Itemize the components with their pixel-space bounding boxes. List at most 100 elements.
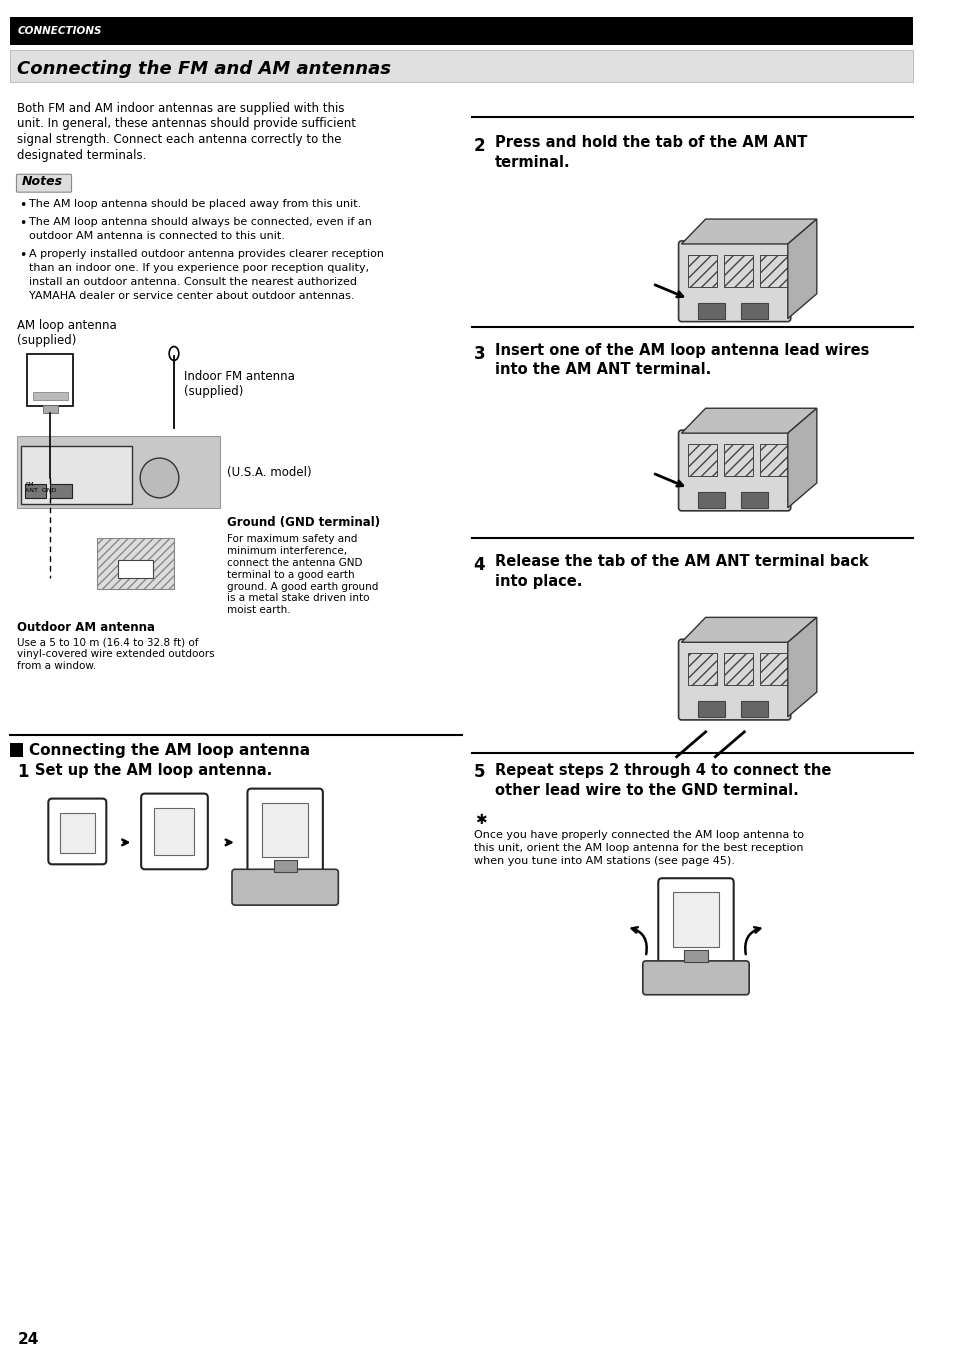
FancyBboxPatch shape	[247, 788, 322, 875]
Text: AM loop antenna
(supplied): AM loop antenna (supplied)	[17, 319, 117, 347]
Bar	[153, 807, 194, 856]
FancyBboxPatch shape	[658, 879, 733, 964]
Text: into place.: into place.	[495, 574, 581, 589]
Text: (U.S.A. model): (U.S.A. model)	[227, 466, 312, 479]
Text: Press and hold the tab of the AM ANT: Press and hold the tab of the AM ANT	[495, 135, 806, 150]
Bar	[672, 892, 719, 946]
Bar	[32, 393, 68, 401]
Text: Insert one of the AM loop antenna lead wires: Insert one of the AM loop antenna lead w…	[495, 343, 868, 358]
Text: For maximum safety and: For maximum safety and	[227, 533, 357, 544]
FancyBboxPatch shape	[678, 640, 790, 720]
Text: •: •	[19, 217, 27, 230]
Bar	[27, 355, 73, 406]
Bar	[262, 802, 308, 857]
Bar	[759, 653, 788, 684]
FancyBboxPatch shape	[642, 961, 748, 995]
Text: ground. A good earth ground: ground. A good earth ground	[227, 582, 378, 591]
Bar	[740, 302, 768, 319]
Text: Use a 5 to 10 m (16.4 to 32.8 ft) of: Use a 5 to 10 m (16.4 to 32.8 ft) of	[17, 637, 198, 647]
Bar	[687, 653, 717, 684]
Text: Connecting the AM loop antenna: Connecting the AM loop antenna	[29, 743, 310, 757]
Text: minimum interference,: minimum interference,	[227, 545, 347, 556]
Bar	[723, 255, 752, 286]
Text: Connecting the FM and AM antennas: Connecting the FM and AM antennas	[17, 59, 391, 78]
Bar	[60, 813, 94, 853]
Bar	[17, 436, 220, 508]
Bar	[96, 537, 173, 590]
Bar	[21, 446, 132, 504]
Text: 24: 24	[17, 1332, 39, 1347]
Text: •: •	[19, 200, 27, 212]
Text: Ground (GND terminal): Ground (GND terminal)	[227, 516, 380, 529]
Text: unit. In general, these antennas should provide sufficient: unit. In general, these antennas should …	[17, 117, 356, 131]
Bar	[723, 653, 752, 684]
Bar	[698, 491, 724, 508]
Polygon shape	[787, 617, 816, 717]
Text: install an outdoor antenna. Consult the nearest authorized: install an outdoor antenna. Consult the …	[29, 277, 356, 286]
Polygon shape	[787, 219, 816, 319]
Ellipse shape	[169, 347, 178, 360]
FancyBboxPatch shape	[16, 174, 71, 192]
Text: is a metal stake driven into: is a metal stake driven into	[227, 594, 369, 603]
Text: YAMAHA dealer or service center about outdoor antennas.: YAMAHA dealer or service center about ou…	[29, 290, 355, 301]
Text: 2: 2	[473, 138, 485, 155]
Polygon shape	[680, 617, 816, 643]
Bar	[698, 701, 724, 717]
Text: Indoor FM antenna
(supplied): Indoor FM antenna (supplied)	[184, 370, 294, 398]
Text: when you tune into AM stations (see page 45).: when you tune into AM stations (see page…	[473, 856, 734, 867]
Text: Notes: Notes	[21, 176, 62, 188]
Text: •: •	[19, 248, 27, 262]
Bar	[759, 444, 788, 477]
Bar	[51, 483, 71, 498]
Bar	[10, 18, 912, 45]
Text: from a window.: from a window.	[17, 662, 96, 671]
Polygon shape	[680, 408, 816, 433]
Text: outdoor AM antenna is connected to this unit.: outdoor AM antenna is connected to this …	[29, 231, 285, 242]
Text: The AM loop antenna should always be connected, even if an: The AM loop antenna should always be con…	[29, 217, 372, 227]
Bar	[759, 255, 788, 286]
Bar	[683, 950, 707, 963]
Text: Outdoor AM antenna: Outdoor AM antenna	[17, 621, 155, 634]
Text: 4: 4	[473, 556, 485, 574]
Bar	[723, 444, 752, 477]
FancyBboxPatch shape	[678, 240, 790, 321]
Text: terminal to a good earth: terminal to a good earth	[227, 570, 355, 579]
Bar	[118, 560, 152, 578]
Bar	[10, 743, 23, 757]
Text: connect the antenna GND: connect the antenna GND	[227, 558, 362, 567]
FancyBboxPatch shape	[678, 431, 790, 510]
Text: Release the tab of the AM ANT terminal back: Release the tab of the AM ANT terminal b…	[495, 554, 867, 568]
Text: 1: 1	[17, 763, 29, 780]
Bar	[687, 444, 717, 477]
Bar	[740, 701, 768, 717]
Polygon shape	[680, 219, 816, 244]
Text: terminal.: terminal.	[495, 155, 570, 170]
Text: Both FM and AM indoor antennas are supplied with this: Both FM and AM indoor antennas are suppl…	[17, 101, 345, 115]
Text: The AM loop antenna should be placed away from this unit.: The AM loop antenna should be placed awa…	[29, 200, 361, 209]
Bar	[740, 491, 768, 508]
Text: Repeat steps 2 through 4 to connect the: Repeat steps 2 through 4 to connect the	[495, 763, 830, 778]
Text: CONNECTIONS: CONNECTIONS	[17, 26, 102, 36]
Text: 3: 3	[473, 344, 485, 363]
Text: into the AM ANT terminal.: into the AM ANT terminal.	[495, 362, 710, 378]
Text: 5: 5	[473, 763, 485, 780]
Text: Set up the AM loop antenna.: Set up the AM loop antenna.	[34, 763, 272, 778]
Bar	[698, 302, 724, 319]
Text: other lead wire to the GND terminal.: other lead wire to the GND terminal.	[495, 783, 798, 798]
FancyBboxPatch shape	[49, 799, 106, 864]
Text: Once you have properly connected the AM loop antenna to: Once you have properly connected the AM …	[473, 830, 802, 841]
Text: signal strength. Connect each antenna correctly to the: signal strength. Connect each antenna co…	[17, 134, 341, 146]
Bar	[687, 255, 717, 286]
Bar	[25, 483, 47, 498]
Text: A properly installed outdoor antenna provides clearer reception: A properly installed outdoor antenna pro…	[29, 248, 384, 259]
Bar	[10, 50, 912, 81]
Text: ✱: ✱	[476, 813, 487, 826]
Bar	[274, 860, 296, 872]
Text: this unit, orient the AM loop antenna for the best reception: this unit, orient the AM loop antenna fo…	[473, 844, 802, 853]
Text: moist earth.: moist earth.	[227, 605, 291, 616]
Polygon shape	[787, 408, 816, 508]
Circle shape	[140, 458, 178, 498]
Bar	[43, 405, 58, 413]
FancyBboxPatch shape	[232, 869, 338, 904]
Text: than an indoor one. If you experience poor reception quality,: than an indoor one. If you experience po…	[29, 263, 369, 273]
